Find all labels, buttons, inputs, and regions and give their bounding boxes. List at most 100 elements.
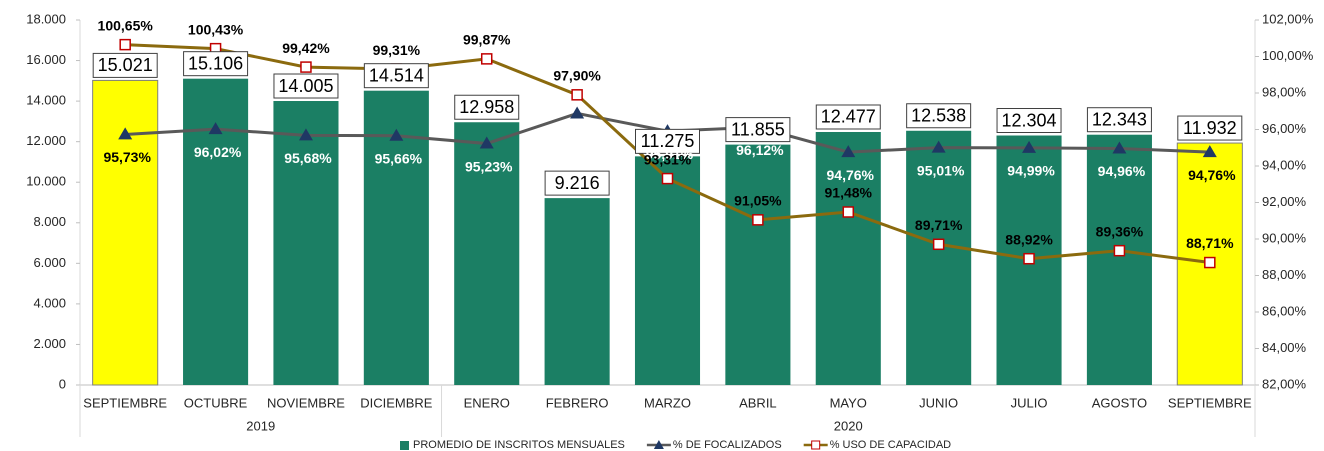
x-tick-label: ABRIL (739, 395, 777, 410)
value-label: 99,42% (282, 40, 330, 56)
bar (273, 101, 339, 386)
x-tick-label: FEBRERO (546, 395, 609, 410)
marker (661, 172, 674, 185)
value-label: 99,87% (463, 32, 511, 48)
y2-tick-label: 82,00% (1262, 376, 1307, 391)
marker (1202, 145, 1217, 158)
value-label: 94,76% (827, 167, 875, 183)
value-label: 89,36% (1096, 223, 1144, 239)
legend: PROMEDIO DE INSCRITOS MENSUALES % DE FOCA… (400, 439, 951, 451)
bar (454, 122, 520, 386)
bar (1086, 134, 1152, 385)
value-label: 96,12% (736, 142, 784, 158)
bar (815, 131, 881, 385)
value-label: 100,43% (188, 21, 244, 37)
y-tick-label: 10.000 (26, 174, 66, 189)
value-label: 96,02% (194, 144, 242, 160)
value-label: 100,65% (98, 17, 154, 33)
y2-tick-label: 102,00% (1262, 11, 1314, 26)
bar (725, 144, 791, 385)
value-label: 12.343 (1092, 109, 1147, 129)
x-tick-label: JUNIO (919, 395, 958, 410)
value-label: 88,92% (1005, 231, 1053, 247)
marker (208, 122, 223, 135)
legend-swatch (400, 441, 409, 450)
marker (119, 38, 131, 51)
y-tick-label: 6.000 (33, 255, 66, 270)
y2-tick-label: 96,00% (1262, 121, 1307, 136)
legend-label: % DE FOCALIZADOS (673, 439, 782, 451)
value-label: 95,66% (375, 150, 423, 166)
value-label: 11.855 (731, 119, 785, 139)
value-label: 94,99% (1007, 163, 1055, 179)
value-label: 97,90% (553, 68, 601, 84)
x-tick-label: MAYO (830, 395, 867, 410)
marker (1023, 252, 1035, 265)
marker (932, 238, 945, 251)
bar (544, 198, 610, 385)
value-label: 15.106 (188, 53, 243, 73)
y-tick-label: 4.000 (33, 295, 66, 310)
marker (389, 128, 404, 141)
y-tick-label: 12.000 (26, 133, 66, 148)
marker (1204, 256, 1216, 269)
value-label: 99,31% (373, 42, 421, 58)
value-label: 96,88% (555, 128, 603, 144)
marker (571, 89, 583, 101)
y2-tick-label: 90,00% (1262, 230, 1307, 245)
y-tick-label: 2.000 (33, 336, 66, 351)
value-label-box (92, 52, 158, 78)
x-tick-label: NOVIEMBRE (267, 395, 345, 410)
x-tick-label: OCTUBRE (184, 395, 248, 410)
value-label: 91,48% (825, 185, 873, 201)
y2-tick-label: 94,00% (1262, 157, 1307, 172)
value-label-box (273, 73, 339, 99)
marker (1022, 140, 1037, 153)
y-tick-label: 0 (59, 376, 66, 391)
value-label: 9.216 (555, 173, 600, 193)
value-label-box (1177, 115, 1243, 141)
bar (92, 79, 159, 386)
bar (906, 130, 972, 385)
marker (752, 214, 764, 226)
marker (841, 145, 856, 158)
value-label-box (363, 63, 429, 89)
value-label: 95,23% (465, 158, 513, 174)
y2-tick-label: 100,00% (1262, 48, 1314, 63)
y-tick-label: 8.000 (33, 214, 66, 229)
value-label: 95,68% (284, 150, 332, 166)
legend-marker (811, 440, 821, 450)
value-label: 91,05% (734, 193, 782, 209)
y2-tick-label: 86,00% (1262, 303, 1307, 318)
value-label: 14.514 (369, 65, 424, 85)
legend-marker (653, 440, 664, 449)
legend-label: PROMEDIO DE INSCRITOS MENSUALES (413, 439, 625, 451)
value-label-box (183, 51, 249, 77)
y-tick-label: 14.000 (26, 93, 66, 108)
group-label: 2020 (834, 418, 863, 433)
value-label-box (815, 104, 881, 130)
x-tick-label: ENERO (464, 395, 510, 410)
x-tick-label: SEPTIEMBRE (1168, 395, 1252, 410)
value-label: 95,91% (646, 146, 694, 162)
value-label-box (1086, 107, 1152, 133)
value-label: 89,71% (915, 217, 963, 233)
marker (1113, 244, 1126, 257)
value-label-box (454, 94, 520, 120)
value-label: 11.932 (1183, 118, 1237, 138)
marker (842, 206, 855, 218)
y2-tick-label: 98,00% (1262, 84, 1307, 99)
group-label: 2019 (246, 418, 275, 433)
x-tick-label: AGOSTO (1092, 395, 1147, 410)
marker (479, 136, 494, 149)
marker (300, 61, 312, 73)
value-label: 12.958 (459, 97, 514, 117)
y-tick-label: 16.000 (26, 52, 66, 67)
value-label: 12.538 (911, 106, 966, 126)
value-label: 15.021 (98, 55, 153, 75)
y2-tick-label: 84,00% (1262, 340, 1307, 355)
marker (480, 53, 493, 65)
value-label-box (906, 103, 972, 129)
marker (570, 106, 585, 119)
